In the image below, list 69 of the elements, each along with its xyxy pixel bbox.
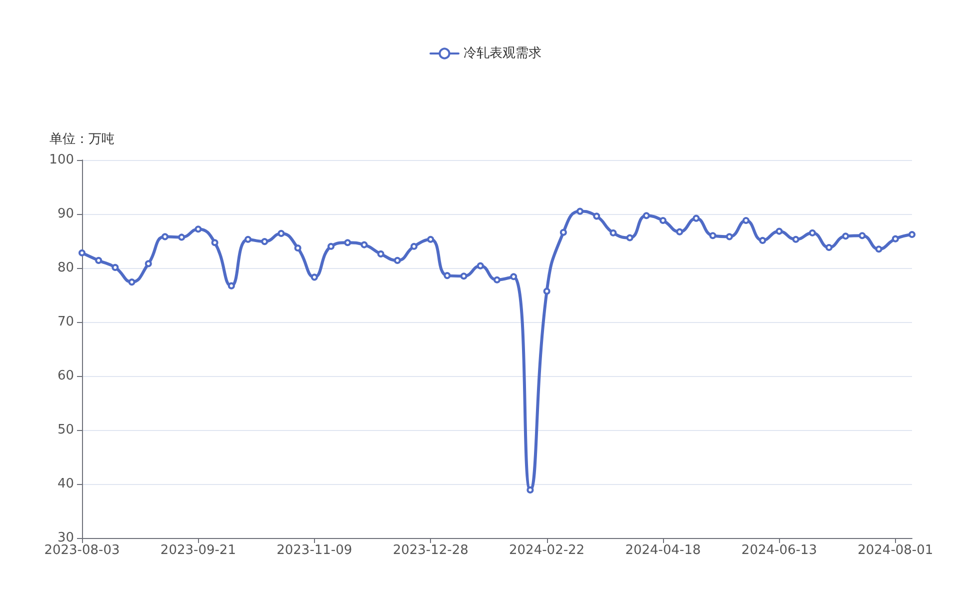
y-tick-label: 90	[57, 206, 74, 222]
point	[128, 278, 136, 286]
point	[78, 249, 86, 256]
point	[842, 232, 850, 240]
point	[178, 234, 186, 241]
point	[526, 486, 534, 494]
point	[593, 212, 600, 220]
point	[510, 273, 518, 280]
point	[294, 244, 302, 252]
x-tick-label: 2024-04-18	[625, 543, 701, 558]
point	[742, 216, 750, 224]
point	[858, 232, 866, 240]
x-tick-label: 2023-09-21	[160, 543, 236, 558]
x-tick-label: 2023-12-28	[392, 543, 468, 558]
point	[410, 242, 418, 250]
point	[244, 236, 252, 243]
point	[444, 272, 451, 280]
y-tick-label: 100	[49, 152, 74, 168]
y-tick-label: 80	[57, 260, 74, 276]
point	[476, 262, 484, 270]
point	[875, 246, 882, 253]
y-tick-label: 60	[57, 368, 74, 384]
point	[826, 244, 832, 251]
point	[112, 264, 119, 271]
point	[560, 228, 567, 236]
point	[460, 272, 468, 280]
x-tick-label: 2023-08-03	[44, 543, 120, 558]
point	[394, 256, 401, 264]
x-tick-label: 2023-11-09	[276, 543, 352, 558]
point	[144, 260, 152, 268]
x-tick-label: 2024-02-22	[509, 543, 585, 558]
point	[310, 274, 318, 281]
y-tick-label: 40	[57, 476, 74, 492]
point	[792, 236, 800, 243]
point	[162, 233, 168, 240]
point	[427, 236, 434, 243]
x-tick-label: 2024-06-13	[741, 543, 817, 558]
point	[709, 232, 716, 240]
point	[228, 282, 235, 290]
point	[328, 242, 334, 250]
point	[576, 208, 584, 215]
legend-label: 冷轧表观需求	[464, 46, 542, 61]
point	[808, 229, 816, 236]
y-tick-label: 50	[57, 422, 74, 438]
point	[278, 230, 285, 237]
point	[377, 250, 384, 258]
point	[95, 256, 102, 264]
point	[344, 239, 352, 246]
point	[543, 288, 550, 295]
point	[726, 233, 733, 240]
point	[908, 231, 916, 238]
point	[676, 228, 684, 236]
point	[194, 226, 202, 233]
point	[892, 235, 899, 242]
point	[626, 234, 634, 242]
y-axis-title: 单位：万吨	[50, 132, 114, 147]
point	[494, 276, 500, 284]
point	[776, 228, 783, 235]
y-tick-label: 70	[57, 314, 74, 330]
y-tick-label: 30	[57, 530, 74, 546]
point	[211, 239, 218, 246]
point	[261, 238, 268, 246]
point	[642, 212, 650, 220]
x-tick-label: 2024-08-01	[858, 543, 934, 558]
point	[360, 241, 368, 248]
point	[759, 236, 766, 244]
point	[660, 216, 666, 224]
point	[610, 229, 617, 236]
point	[692, 214, 700, 222]
